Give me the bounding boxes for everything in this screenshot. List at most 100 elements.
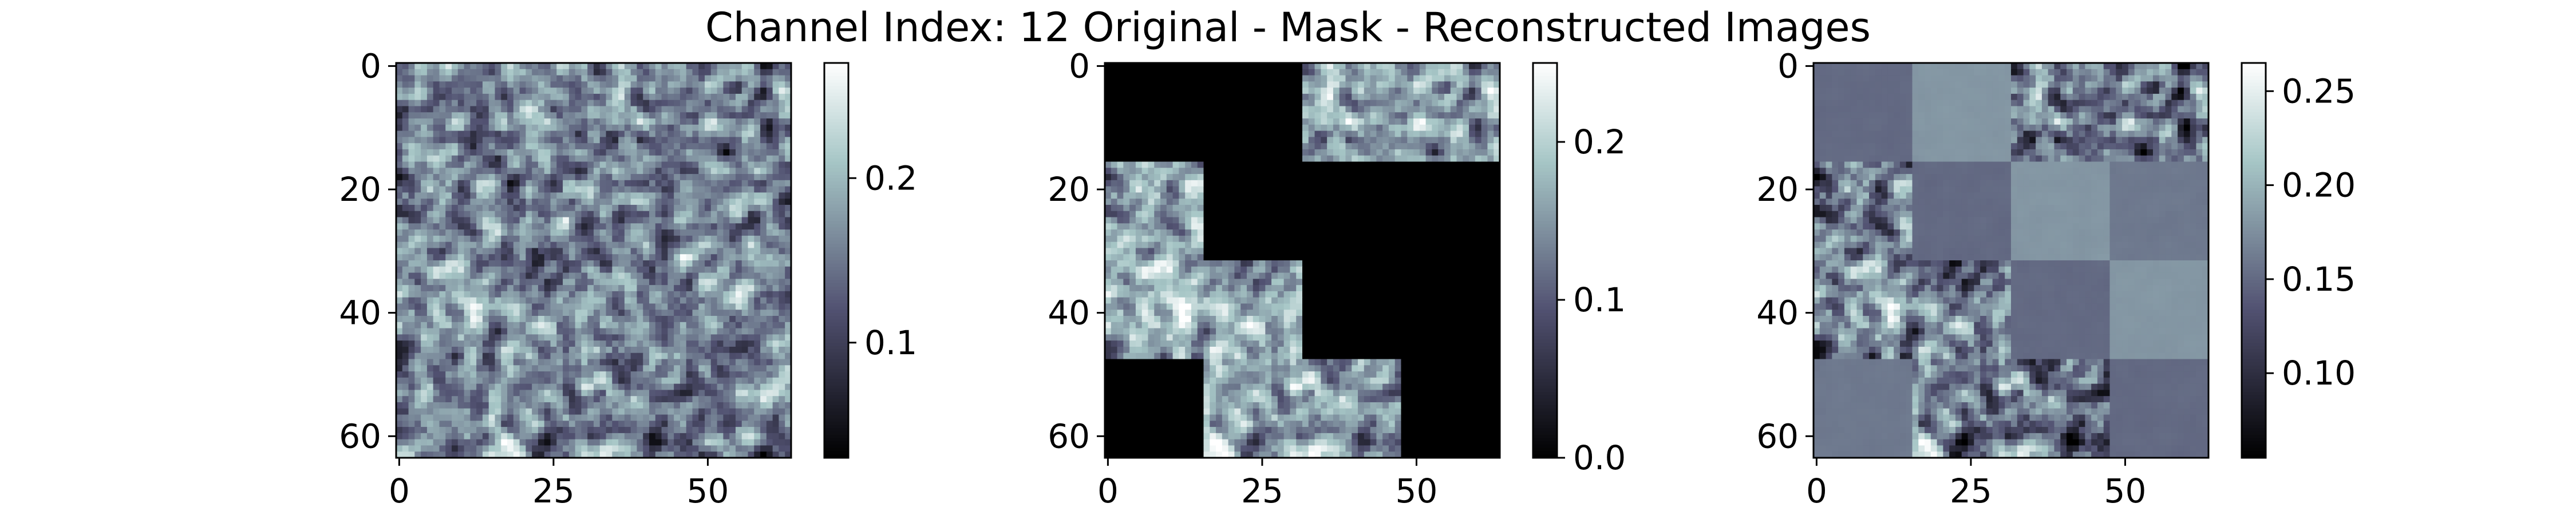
heatmap-cell	[618, 279, 625, 286]
heatmap-cell	[779, 217, 785, 224]
heatmap-cell	[630, 161, 638, 168]
heatmap-cell	[452, 118, 459, 125]
heatmap-cell	[729, 186, 736, 193]
heatmap-cell	[426, 316, 434, 323]
heatmap-cell	[402, 155, 409, 163]
heatmap-cell	[402, 180, 409, 187]
heatmap-cell	[1321, 88, 1327, 94]
heatmap-cell	[630, 235, 638, 243]
heatmap-cell	[575, 383, 582, 391]
heatmap-cell	[464, 352, 471, 360]
heatmap-cell	[408, 124, 415, 132]
heatmap-cell	[495, 340, 501, 347]
heatmap-cell	[581, 421, 588, 427]
heatmap-cell	[760, 118, 767, 125]
heatmap-cell	[612, 88, 619, 94]
heatmap-cell	[649, 414, 656, 421]
heatmap-cell	[1123, 106, 1130, 113]
heatmap-cell	[729, 427, 736, 434]
heatmap-cell	[686, 161, 693, 168]
heatmap-cell	[482, 359, 489, 366]
heatmap-cell	[408, 241, 415, 249]
heatmap-cell	[519, 204, 527, 212]
heatmap-cell	[513, 217, 520, 224]
heatmap-cell	[538, 328, 545, 335]
heatmap-cell	[445, 69, 452, 76]
heatmap-cell	[513, 297, 520, 304]
heatmap-cell	[705, 248, 712, 255]
heatmap-cell	[513, 174, 520, 181]
heatmap-cell	[692, 439, 699, 446]
heatmap-cell	[661, 100, 668, 107]
heatmap-cell	[408, 328, 415, 335]
heatmap-cell	[710, 266, 718, 274]
heatmap-cell	[705, 340, 712, 347]
heatmap-cell	[655, 69, 662, 76]
heatmap-cell	[544, 223, 551, 230]
heatmap-cell	[544, 359, 551, 366]
heatmap-cell	[686, 248, 693, 255]
heatmap-cell	[606, 377, 613, 385]
heatmap-cell	[575, 186, 582, 193]
heatmap-cell	[513, 192, 520, 199]
heatmap-cell	[624, 310, 631, 316]
heatmap-cell	[556, 402, 563, 409]
heatmap-cell	[587, 192, 594, 199]
heatmap-cell	[679, 217, 687, 224]
heatmap-cell	[698, 371, 705, 378]
heatmap-cell	[705, 402, 712, 409]
heatmap-cell	[599, 352, 607, 360]
heatmap-cell	[692, 445, 699, 452]
heatmap-cell	[501, 235, 508, 243]
heatmap-cell	[1475, 93, 1482, 101]
heatmap-cell	[495, 75, 501, 82]
heatmap-cell	[476, 427, 483, 434]
heatmap-cell	[698, 149, 705, 156]
heatmap-cell	[674, 199, 681, 205]
heatmap-cell	[470, 427, 477, 434]
heatmap-cell	[439, 130, 446, 137]
heatmap-cell	[482, 291, 489, 298]
heatmap-cell	[729, 297, 736, 304]
heatmap-cell	[470, 414, 477, 421]
heatmap-cell	[661, 63, 668, 70]
heatmap-cell	[674, 81, 681, 88]
heatmap-cell	[717, 346, 724, 354]
heatmap-cell	[513, 414, 520, 421]
colorbar-segment	[824, 96, 848, 100]
heatmap-cell	[1308, 75, 1315, 82]
heatmap-cell	[705, 297, 712, 304]
heatmap-cell	[729, 199, 736, 205]
heatmap-cell	[674, 223, 681, 230]
heatmap-cell	[587, 266, 594, 274]
heatmap-cell	[482, 272, 489, 279]
heatmap-cell	[501, 93, 508, 101]
heatmap-cell	[717, 168, 724, 175]
heatmap-cell	[426, 88, 434, 94]
heatmap-cell	[729, 328, 736, 335]
heatmap-cell	[445, 248, 452, 255]
heatmap-cell	[741, 168, 749, 175]
heatmap-cell	[433, 81, 440, 88]
heatmap-cell	[649, 383, 656, 391]
heatmap-cell	[1179, 81, 1186, 88]
heatmap-cell	[513, 340, 520, 347]
heatmap-cell	[433, 377, 440, 385]
heatmap-cell	[1203, 130, 1210, 137]
heatmap-cell	[426, 383, 434, 391]
heatmap-cell	[575, 204, 582, 212]
heatmap-cell	[1358, 88, 1365, 94]
heatmap-cell	[421, 303, 428, 310]
heatmap-cell	[760, 100, 767, 107]
heatmap-cell	[606, 75, 613, 82]
heatmap-cell	[649, 223, 656, 230]
heatmap-cell	[575, 254, 582, 261]
heatmap-cell	[556, 100, 563, 107]
heatmap-cell	[526, 186, 532, 193]
heatmap-cell	[452, 155, 459, 163]
heatmap-cell	[513, 346, 520, 354]
heatmap-cell	[594, 143, 600, 150]
heatmap-cell	[513, 130, 520, 137]
heatmap-cell	[772, 266, 780, 274]
heatmap-cell	[556, 328, 563, 335]
